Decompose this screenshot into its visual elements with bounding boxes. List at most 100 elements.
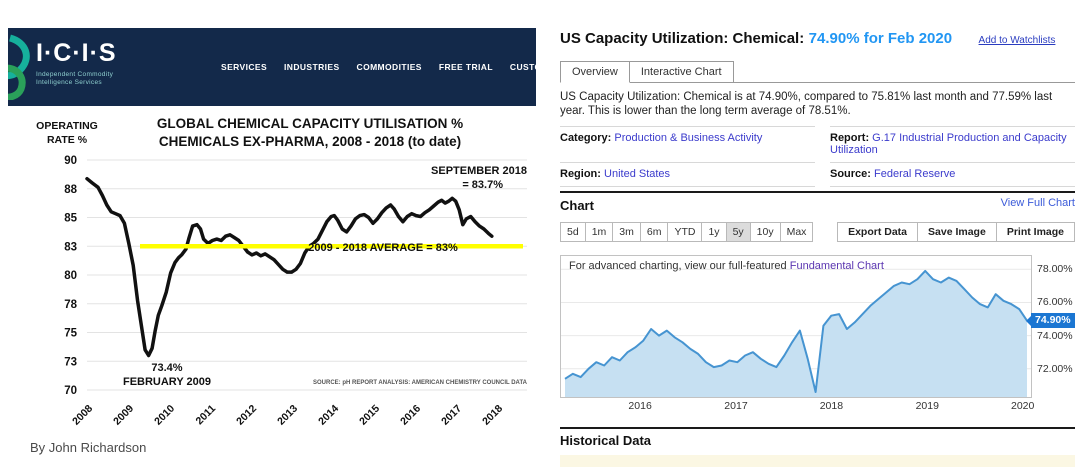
- range-3m[interactable]: 3m: [612, 222, 641, 242]
- icis-logo: I·C·I·S Independent Commodity Intelligen…: [36, 39, 117, 87]
- nav-item-free-trial[interactable]: FREE TRIAL: [438, 62, 493, 72]
- range-max[interactable]: Max: [779, 222, 814, 242]
- area-chart-plot[interactable]: [561, 256, 1031, 397]
- y-tick-78.00%: 78.00%: [1037, 263, 1073, 276]
- meta-source-label: Source:: [830, 168, 871, 180]
- icis-swirl-icon: [8, 34, 30, 100]
- y-axis-labels: 78.00% 76.00% 74.00% 72.00%: [1037, 256, 1079, 399]
- meta-report-link[interactable]: G.17 Industrial Production and Capacity …: [830, 132, 1067, 156]
- nav-item-services[interactable]: SERVICES: [221, 62, 268, 72]
- chart-section-title: Chart: [560, 198, 594, 213]
- x-tick-2020: 2020: [1011, 400, 1035, 412]
- icis-capacity-chart: 90 88 85 83 80 78 75 73 70 OPERATING RATE % GLOB…: [36, 116, 528, 428]
- utilization-area-chart[interactable]: For advanced charting, view our full-fea…: [560, 255, 1032, 398]
- icis-site-header: I·C·I·S Independent Commodity Intelligen…: [8, 28, 536, 106]
- annotation-sept-2018-line1: SEPTEMBER 2018: [431, 165, 527, 177]
- icis-chart-gridlines: 90 88 85 83 80 78 75 73 70: [64, 155, 527, 397]
- fundamental-chart-link[interactable]: Fundamental Chart: [789, 260, 884, 272]
- section-divider: [560, 427, 1075, 429]
- nav-item-industries[interactable]: INDUSTRIES: [284, 62, 340, 72]
- y-tick-label: 70: [64, 385, 77, 397]
- meta-report: Report: G.17 Industrial Production and C…: [830, 126, 1075, 162]
- meta-region-label: Region:: [560, 168, 601, 180]
- meta-category-link[interactable]: Production & Business Activity: [614, 132, 763, 144]
- y-tick-76.00%: 76.00%: [1037, 296, 1073, 309]
- y-tick-label: 80: [64, 270, 77, 282]
- average-line-label: 2009 - 2018 AVERAGE = 83%: [308, 242, 458, 254]
- icis-logo-subtitle: Independent Commodity Intelligence Servi…: [36, 71, 114, 86]
- meta-report-label: Report:: [830, 132, 870, 144]
- x-tick-2016: 2016: [628, 400, 652, 412]
- y-tick-label: 73: [64, 356, 77, 368]
- range-10y[interactable]: 10y: [749, 222, 781, 242]
- x-tick-label-2013: 2013: [275, 403, 300, 428]
- range-5d[interactable]: 5d: [560, 222, 586, 242]
- range-1m[interactable]: 1m: [584, 222, 614, 242]
- x-tick-label-2010: 2010: [152, 403, 177, 428]
- x-axis-labels: 2016 2017 2018 2019 2020: [561, 400, 1035, 413]
- meta-category: Category: Production & Business Activity: [560, 126, 815, 162]
- meta-source: Source: Federal Reserve: [830, 162, 1075, 187]
- metadata-grid: Category: Production & Business Activity…: [560, 126, 1075, 187]
- operating-rate-line: [85, 176, 494, 358]
- y-tick-label: 88: [64, 184, 77, 196]
- annotation-sept-2018-line2: = 83.7%: [462, 179, 503, 191]
- export-data-button[interactable]: Export Data: [837, 222, 919, 242]
- chart-source-note: SOURCE: pH REPORT ANALYSIS: AMERICAN CHE…: [313, 380, 528, 386]
- annotation-trough-line2: FEBRUARY 2009: [123, 376, 211, 388]
- chart-section-header: View Full Chart Chart: [560, 197, 1075, 215]
- meta-region: Region: United States: [560, 162, 815, 187]
- page-title: US Capacity Utilization: Chemical:: [560, 30, 805, 47]
- range-6m[interactable]: 6m: [639, 222, 669, 242]
- chart-title-line2: CHEMICALS EX-PHARMA, 2008 - 2018 (to dat…: [159, 134, 461, 149]
- y-tick-label: 90: [64, 155, 77, 167]
- utilization-line: [564, 269, 1028, 393]
- x-tick-label-2015: 2015: [357, 403, 382, 428]
- range-ytd[interactable]: YTD: [667, 222, 703, 242]
- x-tick-label-2012: 2012: [234, 403, 259, 428]
- tab-bar: Overview Interactive Chart: [560, 61, 1075, 83]
- y-tick-label: 78: [64, 299, 77, 311]
- meta-region-link[interactable]: United States: [604, 168, 671, 180]
- chart-title-line1: GLOBAL CHEMICAL CAPACITY UTILISATION %: [157, 116, 463, 131]
- cropped-green-heading: MAG: [497, 0, 647, 8]
- y-tick-label: 83: [64, 241, 77, 253]
- x-tick-label-2009: 2009: [111, 403, 136, 428]
- y-axis-label-line2: RATE %: [47, 134, 88, 146]
- current-value-text: 74.90% for Feb 2020: [808, 30, 953, 47]
- x-tick-2017: 2017: [724, 400, 748, 412]
- x-tick-2019: 2019: [915, 400, 939, 412]
- icis-x-axis-labels: 2008 2009 2010 2011 2012 2013 2014 2015 2016 2017…: [70, 403, 505, 428]
- tab-overview[interactable]: Overview: [560, 61, 630, 83]
- meta-category-label: Category:: [560, 132, 612, 144]
- x-tick-label-2017: 2017: [439, 403, 464, 428]
- y-tick-74.00%: 74.00%: [1037, 329, 1073, 342]
- tab-interactive-chart[interactable]: Interactive Chart: [629, 61, 734, 82]
- x-tick-2018: 2018: [819, 400, 844, 412]
- historical-table-header-strip: [560, 455, 1075, 467]
- y-tick-72.00%: 72.00%: [1037, 362, 1073, 375]
- meta-source-link[interactable]: Federal Reserve: [874, 168, 956, 180]
- x-tick-label-2018: 2018: [480, 403, 505, 428]
- nav-item-commodities[interactable]: COMMODITIES: [356, 62, 422, 72]
- icis-nav: SERVICES INDUSTRIES COMMODITIES FREE TRI…: [221, 28, 536, 106]
- section-divider: [560, 191, 1075, 193]
- range-5y-selected[interactable]: 5y: [725, 222, 751, 242]
- x-tick-label-2014: 2014: [316, 403, 341, 428]
- y-tick-label: 85: [64, 213, 77, 225]
- range-1y[interactable]: 1y: [701, 222, 727, 242]
- x-tick-label-2016: 2016: [398, 403, 423, 428]
- author-byline: By John Richardson: [30, 440, 147, 455]
- add-to-watchlists-link[interactable]: Add to Watchlists: [978, 35, 1056, 46]
- area-fill: [565, 270, 1027, 397]
- ycharts-title-row: US Capacity Utilization: Chemical: 74.90…: [560, 30, 1078, 48]
- print-image-button[interactable]: Print Image: [995, 222, 1075, 242]
- y-tick-label: 75: [64, 328, 77, 340]
- historical-data-heading: Historical Data: [560, 433, 652, 448]
- nav-item-customer-login[interactable]: CUSTOMER LO: [509, 62, 536, 72]
- annotation-trough-line1: 73.4%: [151, 362, 182, 374]
- save-image-button[interactable]: Save Image: [917, 222, 997, 242]
- summary-text: US Capacity Utilization: Chemical is at …: [560, 91, 1053, 117]
- view-full-chart-link[interactable]: View Full Chart: [1000, 197, 1075, 209]
